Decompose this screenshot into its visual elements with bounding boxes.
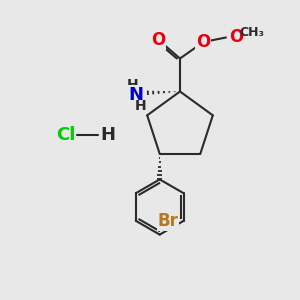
Text: N: N bbox=[128, 86, 143, 104]
Text: H: H bbox=[135, 99, 147, 112]
Text: H: H bbox=[127, 78, 139, 92]
Text: Cl: Cl bbox=[56, 126, 76, 144]
Text: CH₃: CH₃ bbox=[239, 26, 264, 40]
Text: O: O bbox=[196, 33, 211, 51]
Text: H: H bbox=[100, 126, 115, 144]
Text: O: O bbox=[229, 28, 243, 46]
Text: O: O bbox=[151, 31, 166, 49]
Text: Br: Br bbox=[157, 212, 178, 230]
